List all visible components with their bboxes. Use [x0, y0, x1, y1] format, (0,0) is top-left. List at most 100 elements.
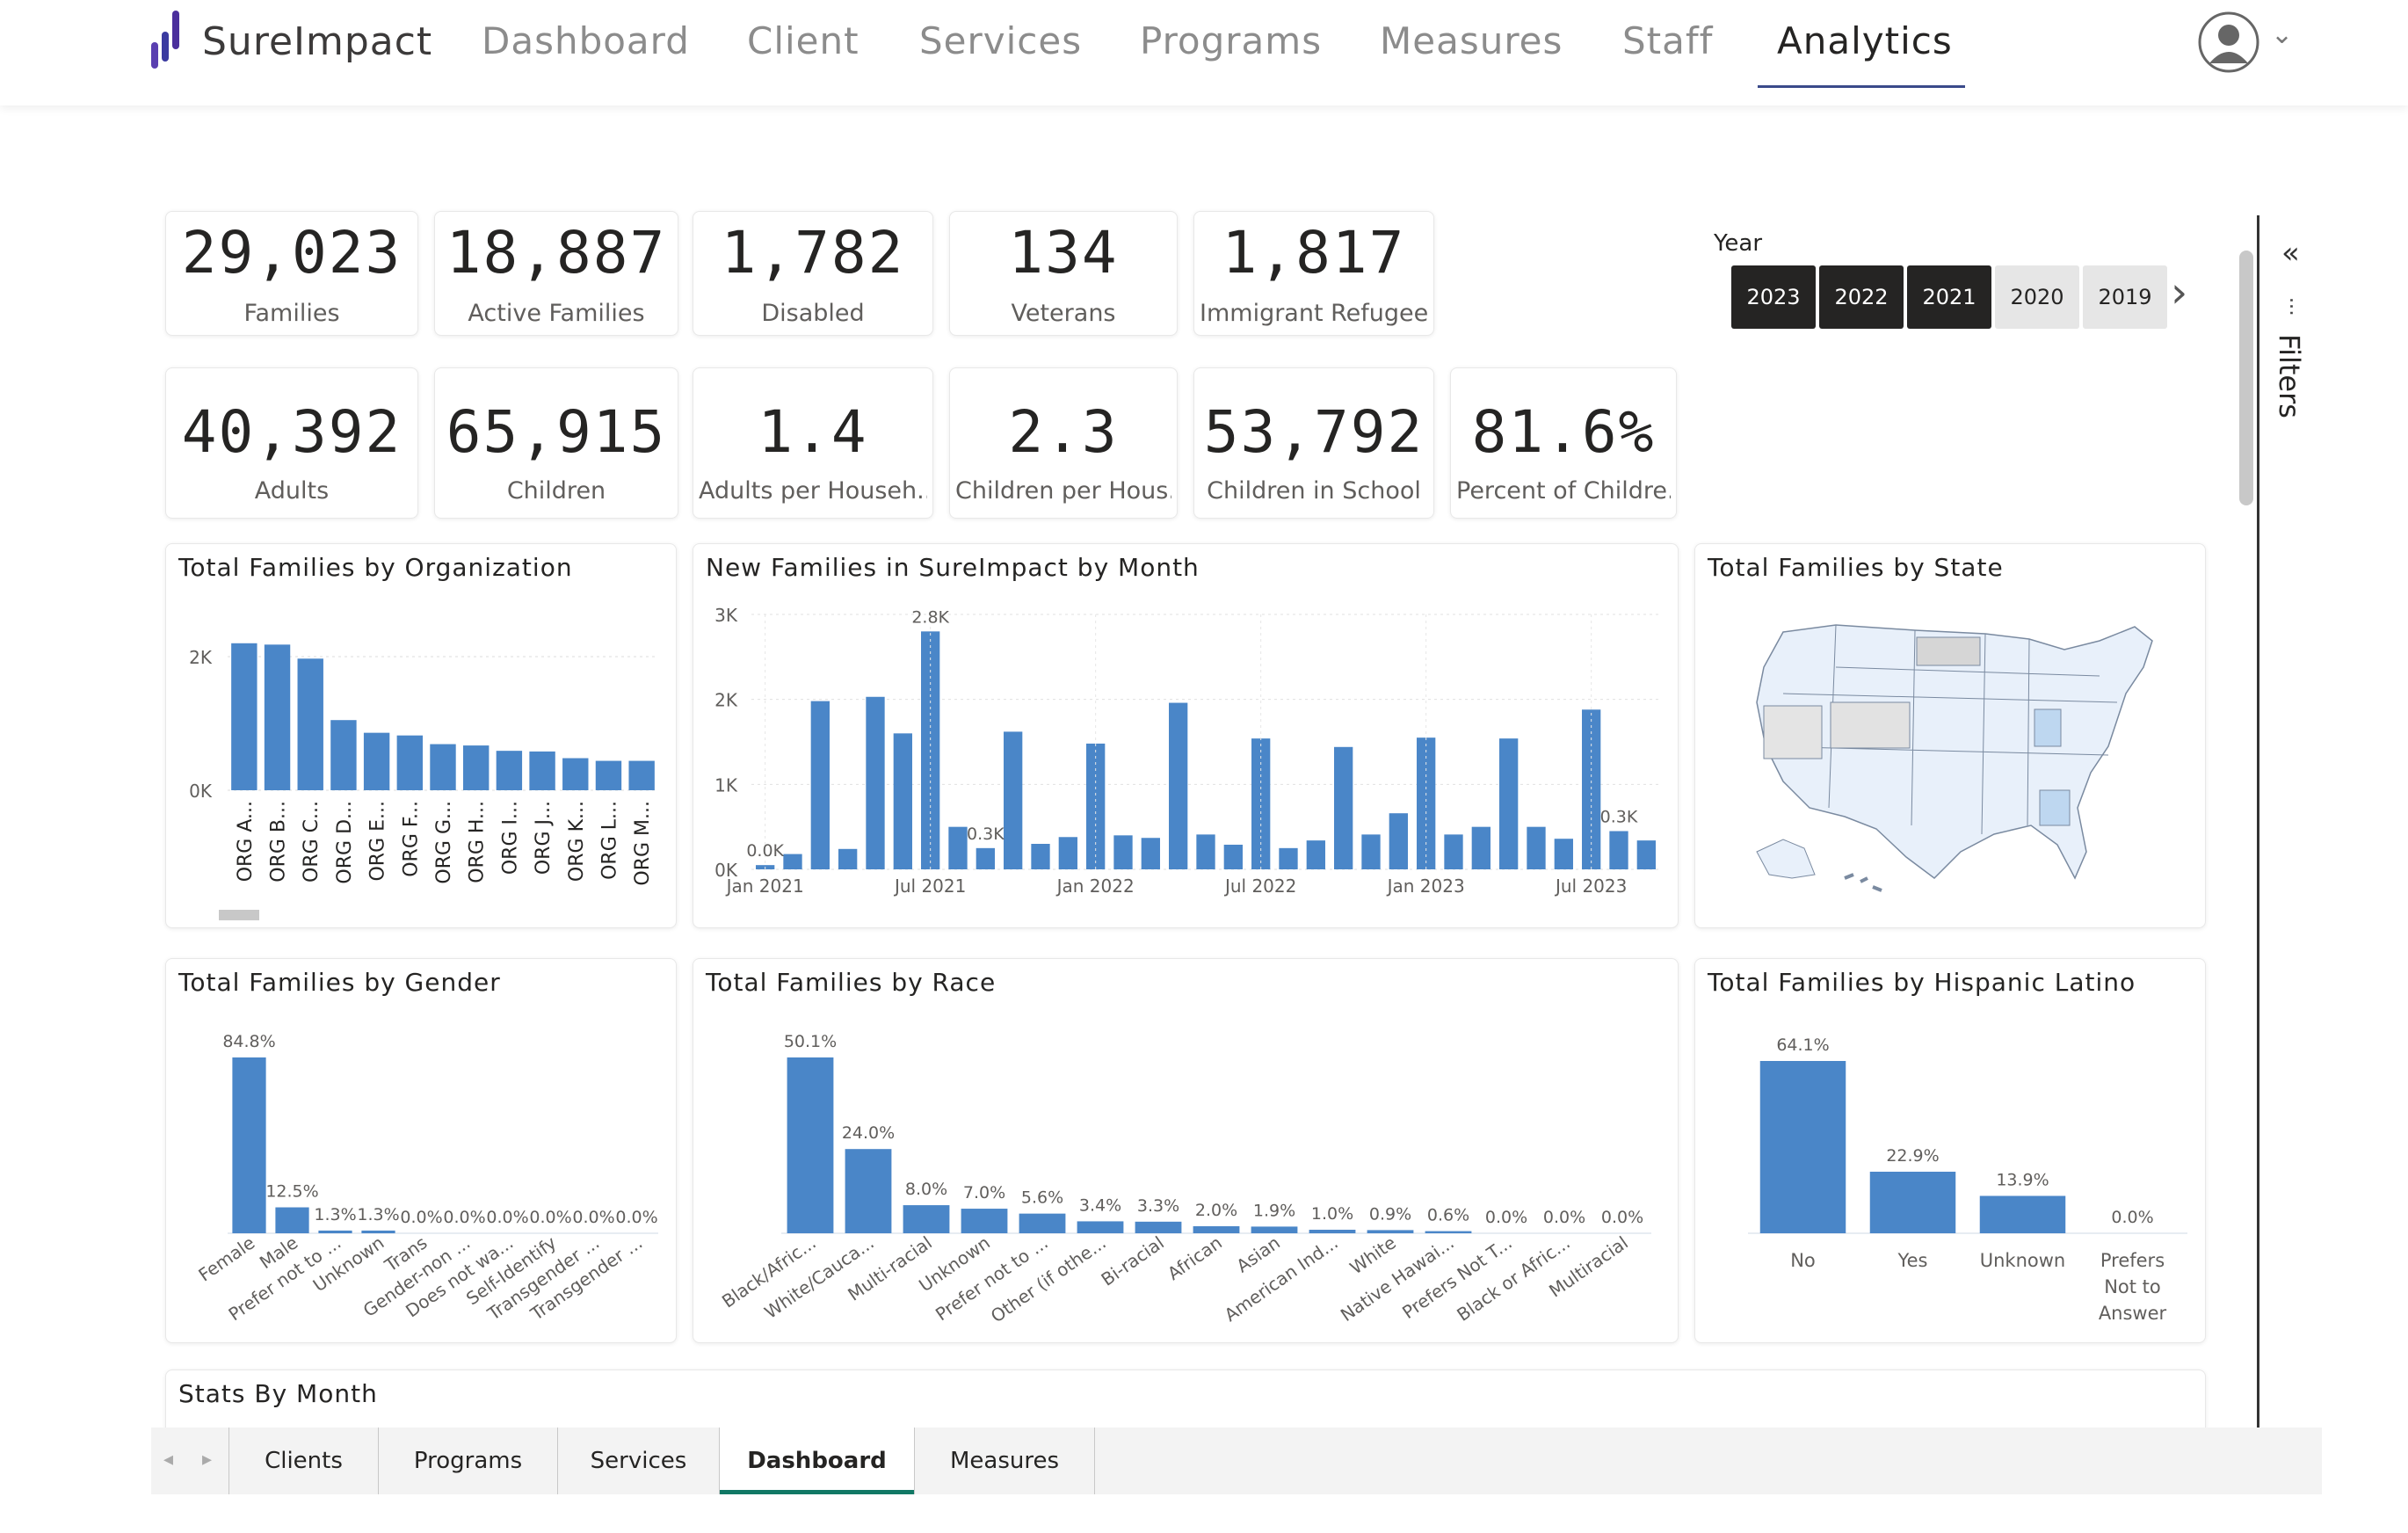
bar[interactable] [1499, 738, 1519, 869]
bar[interactable] [1135, 1221, 1182, 1233]
bar[interactable] [1636, 840, 1656, 869]
bar[interactable] [1251, 1226, 1298, 1233]
year-2019-button[interactable]: 2019 [2083, 265, 2167, 329]
bar[interactable] [1979, 1195, 2066, 1233]
bar[interactable] [1334, 746, 1353, 869]
year-2023-button[interactable]: 2023 [1731, 265, 1816, 329]
nav-measures[interactable]: Measures [1380, 19, 1563, 62]
bar[interactable] [1471, 826, 1490, 869]
bar[interactable] [562, 758, 589, 790]
tab-services[interactable]: Services [557, 1428, 719, 1494]
nav-programs[interactable]: Programs [1140, 19, 1323, 62]
bar[interactable] [810, 701, 830, 869]
bar[interactable] [948, 826, 968, 869]
nav-dashboard[interactable]: Dashboard [482, 19, 690, 62]
map-alaska [1756, 839, 1816, 879]
kpi-value: 40,392 [181, 398, 403, 466]
page-scrollbar[interactable] [2239, 251, 2253, 505]
bar[interactable] [1389, 813, 1408, 869]
bar[interactable] [1196, 834, 1215, 869]
bar[interactable] [1367, 1230, 1414, 1233]
bar[interactable] [1077, 1221, 1124, 1233]
year-2021-button[interactable]: 2021 [1907, 265, 1991, 329]
bar[interactable] [1058, 837, 1077, 869]
nav-services[interactable]: Services [919, 19, 1083, 62]
bar[interactable] [231, 643, 257, 790]
bar[interactable] [1309, 1230, 1356, 1233]
bar[interactable] [275, 1207, 309, 1233]
bar[interactable] [1141, 838, 1160, 869]
user-avatar-icon[interactable] [2197, 11, 2260, 74]
bar[interactable] [903, 1205, 950, 1233]
bar[interactable] [318, 1230, 352, 1233]
bar[interactable] [462, 745, 490, 790]
bar[interactable] [232, 1057, 266, 1233]
data-label: 0.0% [1601, 1208, 1643, 1227]
bar[interactable] [264, 644, 291, 790]
year-2020-button[interactable]: 2020 [1995, 265, 2079, 329]
bar[interactable] [1004, 731, 1023, 869]
bar[interactable] [1582, 709, 1601, 869]
nav-staff[interactable]: Staff [1622, 19, 1714, 62]
bar[interactable] [330, 720, 357, 790]
bar[interactable] [961, 1209, 1008, 1233]
nav-client[interactable]: Client [747, 19, 859, 62]
nav-analytics[interactable]: Analytics [1777, 19, 1953, 62]
brand-name[interactable]: SureImpact [202, 19, 433, 64]
year-2022-button[interactable]: 2022 [1819, 265, 1904, 329]
kpi-label: Children [506, 477, 606, 505]
bar[interactable] [363, 732, 390, 790]
tab-measures[interactable]: Measures [914, 1428, 1095, 1494]
bar[interactable] [1031, 844, 1050, 869]
chart-title: Total Families by Hispanic Latino [1708, 968, 2136, 997]
bar[interactable] [838, 848, 858, 869]
bar[interactable] [628, 760, 655, 790]
us-map[interactable] [1730, 614, 2170, 913]
bar[interactable] [1361, 834, 1381, 869]
x-tick-label: Jul 2022 [1223, 875, 1296, 897]
bar[interactable] [430, 744, 456, 790]
bar[interactable] [361, 1230, 395, 1233]
bar[interactable] [1019, 1213, 1066, 1233]
tab-programs[interactable]: Programs [378, 1428, 557, 1494]
bar[interactable] [1417, 737, 1436, 869]
bar[interactable] [1444, 834, 1463, 869]
bar[interactable] [1869, 1171, 1956, 1233]
bar[interactable] [1609, 831, 1628, 870]
kpi-value: 29,023 [181, 219, 403, 287]
tab-dashboard[interactable]: Dashboard [719, 1428, 914, 1494]
chevron-right-icon[interactable]: › [2171, 268, 2188, 317]
filter-icon[interactable]: ⫶ [2288, 295, 2295, 322]
bar[interactable] [1759, 1061, 1846, 1233]
bar[interactable] [595, 760, 622, 790]
bar[interactable] [496, 751, 523, 790]
collapse-filters-icon[interactable]: « [2281, 236, 2300, 271]
bar[interactable] [529, 751, 555, 790]
bar[interactable] [976, 847, 995, 869]
bar[interactable] [845, 1149, 892, 1233]
bar[interactable] [1306, 840, 1325, 869]
bar[interactable] [1223, 844, 1243, 869]
tab-next-icon[interactable]: ▸ [202, 1449, 213, 1471]
horizontal-scrollbar[interactable] [219, 910, 259, 920]
bar[interactable] [297, 658, 323, 790]
y-tick-label: 2K [714, 690, 738, 711]
bar[interactable] [1425, 1231, 1472, 1233]
chevron-down-icon[interactable]: ⌄ [2271, 19, 2294, 50]
bar[interactable] [893, 733, 912, 869]
bar[interactable] [1113, 835, 1133, 869]
tab-clients[interactable]: Clients [228, 1428, 378, 1494]
bar[interactable] [1279, 847, 1298, 869]
bar[interactable] [783, 854, 802, 869]
bar[interactable] [1169, 702, 1188, 869]
bar[interactable] [1251, 738, 1271, 869]
bar[interactable] [866, 696, 885, 869]
tab-prev-icon[interactable]: ◂ [163, 1449, 174, 1471]
bar[interactable] [787, 1057, 834, 1233]
bar[interactable] [1554, 839, 1573, 869]
bar[interactable] [1193, 1226, 1240, 1233]
bar[interactable] [1527, 826, 1546, 869]
y-tick-label: 0K [189, 781, 213, 802]
filters-pane-label[interactable]: Filters [2273, 334, 2306, 418]
bar[interactable] [396, 735, 424, 790]
